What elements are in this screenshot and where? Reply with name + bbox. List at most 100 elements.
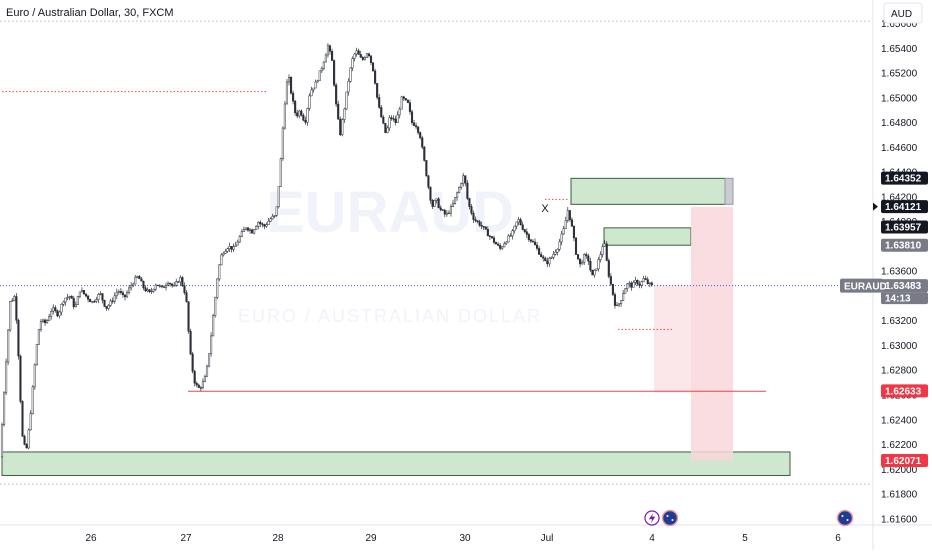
candle-body [208,353,211,367]
candle-body [290,77,293,94]
event-australia-1[interactable] [661,509,679,527]
candle-body [515,221,518,227]
candle-body [333,60,336,86]
candle-body [246,227,250,231]
candle-body [169,282,172,285]
candle-body [505,241,508,245]
zone-green-3[interactable] [603,227,692,246]
candle-body [427,175,430,188]
candle-body [56,310,59,317]
candle-body [349,67,352,82]
price-tick-label: 1.62400 [881,415,918,426]
candle-body [626,283,629,290]
event-australia-2[interactable] [836,509,854,527]
candle-body [544,257,547,262]
candle-body [91,301,94,303]
candle-body [181,277,184,287]
candle-body [136,275,139,278]
candle-body [150,290,153,293]
candle-body [60,303,63,313]
candle-body [449,206,452,214]
price-tag [881,238,928,252]
currency-button[interactable]: AUD [883,2,923,24]
candle-body [429,186,432,201]
symbol-watermark: EURAUD [266,180,514,245]
candle-body [476,220,479,222]
zone-red-4[interactable] [691,206,733,461]
price-tag [881,200,928,214]
candle-body [423,146,426,161]
candle-body [177,281,180,283]
candle-body [201,381,204,388]
candle-body [187,301,190,332]
candle-body [111,300,114,302]
candle-body [74,304,77,307]
candle-body [220,254,223,266]
candle-body [296,112,299,117]
candle-body [564,220,567,229]
zone-grey-2[interactable] [724,177,734,205]
candle-body [218,264,221,280]
candle-body [550,257,553,259]
candle-body [244,227,247,230]
candle-body [205,365,209,377]
candle-body [3,392,6,426]
candle-body [191,353,194,372]
candle-body [175,281,178,286]
zone-redlight-5[interactable] [654,284,691,393]
candle-body [587,255,590,262]
candle-body [650,282,653,286]
price-tick-label: 1.64800 [881,118,918,129]
candle-body [140,278,143,282]
price-tick-label: 1.62800 [881,366,918,377]
candle-body [199,387,202,389]
price-tick-label: 1.63000 [881,341,918,352]
candle-body [603,243,606,247]
candle-body [468,198,471,207]
candle-body [76,296,79,305]
candle-body [50,311,53,317]
candle-body [13,296,16,301]
candle-body [382,116,385,124]
candle-body [593,269,596,276]
candle-body [355,50,358,55]
candle-body [439,207,442,210]
candle-body [138,275,141,280]
candle-body [597,259,600,270]
time-tick-label: Jul [541,533,554,544]
candle-body [521,224,524,230]
candle-body [458,187,461,194]
candle-body [466,182,469,199]
candle-body [540,254,543,258]
candle-body [519,219,522,226]
candle-body [173,285,176,287]
candle-body [548,257,551,265]
event-lightning[interactable] [644,510,660,526]
candle-body [595,268,598,271]
candle-body [146,289,149,292]
candle-body [11,300,14,302]
candle-body [148,289,151,292]
countdown-label: 14:13 [885,294,911,305]
candle-body [562,228,565,235]
candle-body [185,292,188,302]
lightning-icon [648,512,656,524]
candle-body [214,297,217,316]
australia-flag-icon [661,509,679,527]
candle-body [396,114,399,123]
zone-green-1[interactable] [570,177,726,205]
candle-body [312,87,315,91]
price-tick-label: 1.65600 [881,19,918,30]
time-tick-label: 29 [365,533,377,544]
candle-body [306,108,309,123]
candle-body [179,277,182,283]
symbol-badge [840,278,883,293]
time-tick-label: 26 [85,533,97,544]
candle-body [640,281,643,286]
candle-body [103,299,106,307]
candle-body [39,321,43,330]
candle-body [267,220,270,225]
zone-green-0[interactable] [1,451,791,476]
price-marker-arrow [873,202,878,211]
